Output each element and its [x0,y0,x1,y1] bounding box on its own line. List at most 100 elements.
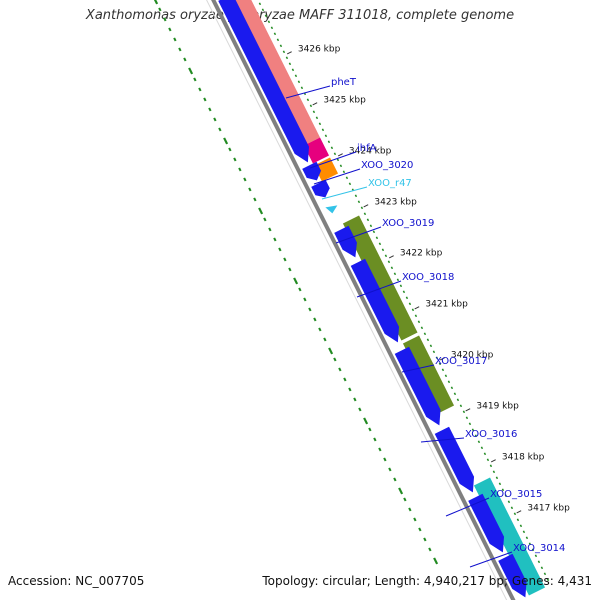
guide-dot [309,104,313,108]
guide-dot [372,230,376,234]
gene-label-xoo-3016: XOO_3016 [465,429,517,440]
guide-dot [360,206,364,210]
guide-dot [324,134,328,138]
guide-dot [441,368,445,372]
guide-dot [498,482,502,486]
guide-dot [492,470,496,474]
guide-dot [342,170,346,174]
gene-label-xoo-r47: XOO_r47 [368,178,412,189]
guide-dot [468,422,472,426]
guide-dot [405,296,409,300]
cds-arrow [311,179,330,198]
guide-dot [525,536,529,540]
guide-dot [414,314,418,318]
cds-arrow [350,258,400,343]
tick-mark [312,102,318,106]
gc-skew-dash [318,327,322,332]
gc-skew-dash [193,77,197,82]
gc-skew-dash [333,357,337,362]
gc-skew-dash [408,507,412,512]
gc-skew-dash [428,547,432,552]
gc-skew-dash [223,137,229,145]
guide-dot [267,20,271,24]
guide-dot [447,380,451,384]
guide-dot [537,560,541,564]
guide-dot [519,524,523,528]
tick-mark [516,510,522,514]
gc-skew-dash [398,487,404,495]
guide-dot [336,158,340,162]
gc-skew-dash [388,467,392,472]
gc-skew-dash [213,117,217,122]
gc-skew-dash [188,67,194,75]
gene-label-xoo-3020: XOO_3020 [361,160,413,171]
reverse-cds-track [218,0,527,598]
gc-skew-dash [418,527,422,532]
guide-dot [495,476,499,480]
gc-skew-dash [183,57,187,62]
tick-label: 3425 kbp [323,96,366,106]
gc-skew-dash [378,447,382,452]
guide-dot [348,182,352,186]
gc-skew-dash [393,477,397,482]
topology-label: Topology: circular; Length: 4,940,217 bp… [262,574,592,588]
gc-skew-dash [173,37,177,42]
gc-skew-dash [153,0,159,5]
gc-skew-dash [218,127,222,132]
guide-dot [477,440,481,444]
gc-skew-dash [303,297,307,302]
guide-dot [312,110,316,114]
guide-dot [420,326,424,330]
tick-label: 3418 kbp [502,453,545,463]
gc-skew-dash [403,497,407,502]
guide-dot [483,452,487,456]
guide-dot [285,56,289,60]
guide-dot [438,362,442,366]
gene-leader-line [309,151,357,169]
cds-arrow [394,346,441,426]
guide-dot [507,500,511,504]
guide-dot [489,464,493,468]
gc-skew-dash [243,177,247,182]
gc-skew-dash [163,17,167,22]
gene-leader-line [321,186,368,200]
guide-dot [273,32,277,36]
guide-dot [384,254,388,258]
guide-dot [429,344,433,348]
gc-skew-dash [203,97,207,102]
guide-dot [516,518,520,522]
guide-dot [294,74,298,78]
guide-dot [546,578,550,582]
guide-dot [471,428,475,432]
gc-skew-track [153,0,439,565]
guide-dot [501,488,505,492]
tick-track: 3426 kbp 3425 kbp 3424 kbp 3423 kbp 3422 kbp… [286,45,570,514]
guide-dot [315,116,319,120]
gene-label-xoo-3015: XOO_3015 [490,489,542,500]
gc-skew-dash [228,147,232,152]
guide-dot [339,164,343,168]
guide-dot [393,272,397,276]
guide-dot [258,2,262,6]
gc-skew-dash [253,197,257,202]
guide-dot [363,212,367,216]
guide-dot [528,542,532,546]
tick-label: 3423 kbp [374,198,417,208]
guide-dot [456,398,460,402]
guide-dot [450,386,454,390]
guide-dot [432,350,436,354]
guide-dot [444,374,448,378]
guide-dot [330,146,334,150]
backbone-shadow-line [206,0,508,600]
guide-dot [261,8,265,12]
guide-dot [459,404,463,408]
guide-dot [453,392,457,396]
guide-dot [534,554,538,558]
gc-skew-dash [273,237,277,242]
tick-label: 3424 kbp [349,147,392,157]
guide-dot [318,122,322,126]
guide-dot [333,152,337,156]
gene-label-phet: pheT [331,77,357,88]
gc-skew-dash [263,217,267,222]
guide-dot [522,530,526,534]
